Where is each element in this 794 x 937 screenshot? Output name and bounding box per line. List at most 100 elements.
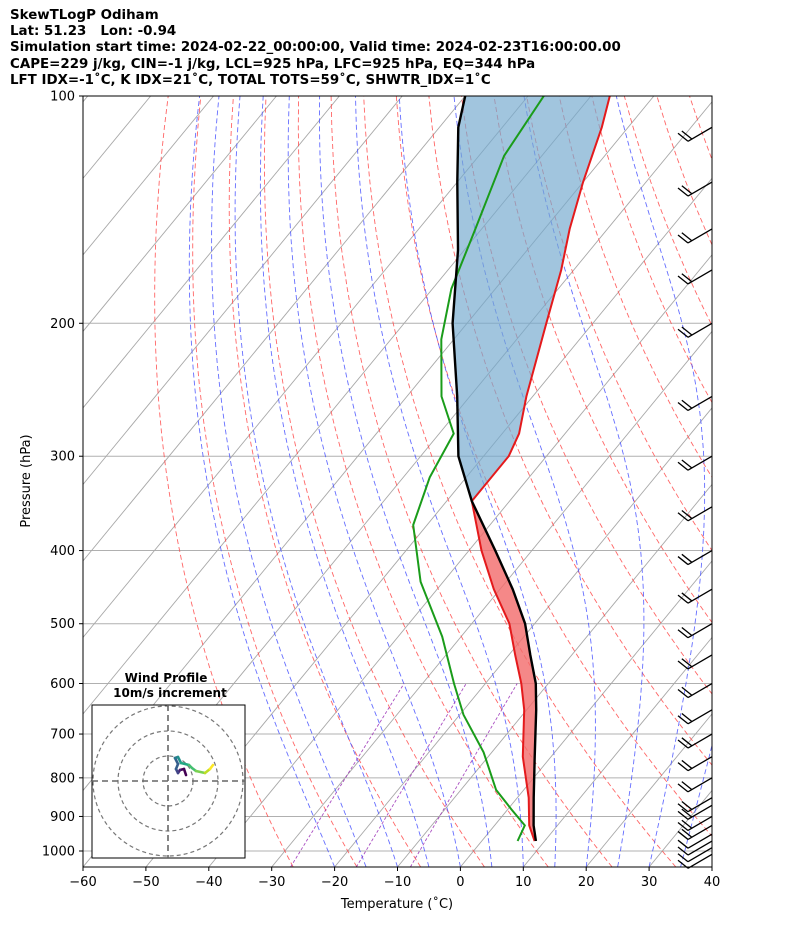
wind-barb <box>677 756 713 772</box>
moist-adiabat-line <box>188 96 336 867</box>
wind-barb-flag <box>677 715 689 725</box>
wind-barb-flag <box>677 556 689 566</box>
wind-barb-flag <box>677 660 689 670</box>
isotherm-line <box>83 96 403 486</box>
isotherm-line <box>83 96 214 256</box>
isotherm-line <box>83 96 89 103</box>
dry-adiabat-line <box>689 96 712 161</box>
isotherm-line <box>460 560 712 867</box>
isotherm-line <box>334 407 712 867</box>
wind-barb-shaft <box>687 804 713 820</box>
wind-barb <box>677 847 713 863</box>
parcel-path-line <box>451 96 538 842</box>
dry-adiabat-line <box>192 96 358 867</box>
wind-barb-flag <box>677 275 689 285</box>
moist-adiabat-line <box>259 96 430 867</box>
x-tick-label: −30 <box>258 875 285 890</box>
mixing-ratio-line <box>410 683 518 867</box>
cape-shaded-area <box>452 96 610 502</box>
hodograph-segment <box>208 763 215 771</box>
isotherm-line <box>711 866 712 867</box>
wind-barb-flag <box>677 830 689 840</box>
wind-barb-flag <box>677 783 689 793</box>
wind-barb-flag <box>677 739 689 749</box>
wind-barb-flag <box>681 232 693 242</box>
wind-barb-flag <box>677 629 689 639</box>
x-tick-label: −40 <box>195 875 222 890</box>
wind-profile-title: Wind Profile <box>125 671 208 685</box>
wind-barb-flag <box>681 713 693 723</box>
wind-barb-flag <box>681 592 693 602</box>
wind-barb <box>677 824 713 841</box>
wind-barb <box>677 840 713 856</box>
wind-barb <box>677 777 713 793</box>
x-tick-label: −50 <box>132 875 159 890</box>
wind-barbs <box>677 126 713 869</box>
wind-barb-shaft <box>687 506 713 522</box>
x-axis-label: Temperature (˚C) <box>340 896 453 912</box>
wind-barb-shaft <box>687 847 713 863</box>
wind-barb-shaft <box>687 824 713 841</box>
y-tick-label: 500 <box>50 617 75 632</box>
wind-barb-flag <box>681 759 693 769</box>
cape-line: CAPE=229 j/kg, CIN=-1 j/kg, LCL=925 hPa,… <box>10 56 536 72</box>
wind-barb <box>677 181 713 197</box>
x-tick-label: −10 <box>384 875 411 890</box>
moist-adiabat-line <box>234 96 398 867</box>
wind-barb-flag <box>681 510 693 520</box>
isotherm-line <box>271 330 712 867</box>
profile-lines <box>412 96 611 842</box>
isotherm-line <box>648 789 712 867</box>
wind-barb-shaft <box>687 833 713 849</box>
moist-adiabat-line <box>615 96 706 867</box>
wind-barb <box>677 506 713 522</box>
wind-barb-shaft <box>687 840 713 856</box>
wind-barb-flag <box>681 686 693 696</box>
wind-barb-flag <box>681 658 693 668</box>
wind-barb-flag <box>681 828 693 838</box>
wind-barb-shaft <box>687 455 713 471</box>
x-tick-label: 40 <box>704 875 721 890</box>
y-tick-label: 1000 <box>42 845 75 860</box>
wind-profile-inset: Wind Profile 10m/s increment <box>91 671 246 859</box>
dry-adiabat-line <box>330 96 613 867</box>
wind-barb-flag <box>681 819 693 829</box>
dry-adiabat-line <box>228 96 422 867</box>
wind-barb-flag <box>681 808 693 818</box>
y-tick-label: 700 <box>50 728 75 743</box>
dry-adiabat-line <box>755 96 794 867</box>
wind-barb-shaft <box>687 682 713 699</box>
wind-barb-shaft <box>687 777 713 793</box>
moist-adiabat-line <box>523 96 645 867</box>
wind-barb <box>677 682 713 699</box>
location-line: Lat: 51.23 Lon: -0.94 <box>10 24 177 40</box>
wind-barb-shaft <box>687 756 713 772</box>
dry-adiabat-line <box>722 96 794 867</box>
wind-barb <box>677 709 713 725</box>
wind-barb-shaft <box>687 126 713 142</box>
x-tick-label: 10 <box>515 875 532 890</box>
y-tick-label: 100 <box>50 90 75 105</box>
moist-adiabat-line <box>711 865 712 867</box>
wind-barb-flag <box>677 839 689 849</box>
simulation-time-line: Simulation start time: 2024-02-22_00:00:… <box>10 40 621 56</box>
x-tick-label: 0 <box>456 875 464 890</box>
wind-barb-flag <box>681 553 693 563</box>
y-axis-label: Pressure (hPa) <box>19 434 34 527</box>
y-tick-label: 600 <box>50 677 75 692</box>
mixing-ratio-line <box>355 683 467 867</box>
dry-adiabat-line <box>493 96 712 624</box>
wind-barb-shaft <box>687 853 713 869</box>
wind-barb-shaft <box>687 709 713 725</box>
isotherm-line <box>83 96 340 409</box>
wind-barb-shaft <box>687 228 713 244</box>
wind-barb <box>677 654 713 670</box>
x-tick-label: 30 <box>641 875 658 890</box>
wind-barb-shaft <box>687 395 713 412</box>
wind-barb <box>677 815 713 832</box>
wind-barb-flag <box>677 810 689 820</box>
wind-barb-flag <box>677 821 689 831</box>
x-tick-label: −20 <box>321 875 348 890</box>
y-tick-label: 400 <box>50 544 75 559</box>
